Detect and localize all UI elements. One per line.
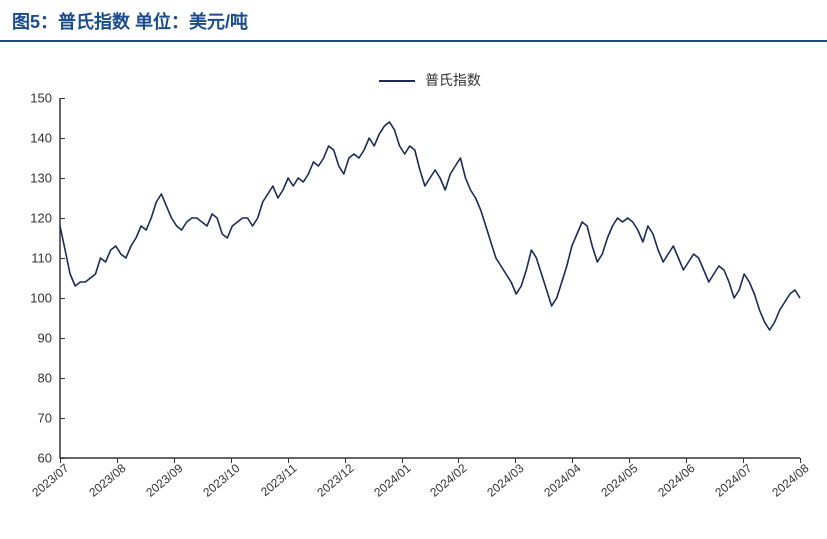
chart-title: 图5：普氏指数 单位：美元/吨: [12, 12, 248, 32]
x-tick-mark: [629, 458, 630, 463]
y-tick-mark: [60, 138, 65, 139]
y-tick-label: 80: [20, 371, 60, 386]
x-tick-mark: [174, 458, 175, 463]
legend: 普氏指数: [60, 70, 800, 90]
x-tick-label: 2024/01: [371, 461, 413, 500]
y-tick-label: 120: [20, 211, 60, 226]
x-tick-label: 2023/10: [200, 461, 242, 500]
x-tick-mark: [60, 458, 61, 463]
x-tick-label: 2023/09: [143, 461, 185, 500]
x-tick-label: 2023/12: [314, 461, 356, 500]
y-tick-mark: [60, 418, 65, 419]
x-tick-mark: [800, 458, 801, 463]
y-tick-mark: [60, 298, 65, 299]
y-tick-label: 90: [20, 331, 60, 346]
x-tick-label: 2024/05: [599, 461, 641, 500]
x-tick-mark: [345, 458, 346, 463]
x-tick-mark: [117, 458, 118, 463]
y-tick-label: 110: [20, 251, 60, 266]
y-tick-label: 130: [20, 171, 60, 186]
axes: [60, 98, 800, 458]
y-tick-label: 140: [20, 131, 60, 146]
x-tick-label: 2023/08: [86, 461, 128, 500]
legend-label: 普氏指数: [425, 72, 481, 88]
y-tick-label: 70: [20, 411, 60, 426]
y-tick-mark: [60, 98, 65, 99]
plot-area: 607080901001101201301401502023/072023/08…: [60, 98, 800, 458]
y-tick-label: 100: [20, 291, 60, 306]
x-tick-label: 2024/06: [655, 461, 697, 500]
y-tick-mark: [60, 178, 65, 179]
x-tick-mark: [231, 458, 232, 463]
x-tick-label: 2024/02: [428, 461, 470, 500]
y-tick-mark: [60, 258, 65, 259]
y-tick-mark: [60, 378, 65, 379]
x-tick-label: 2023/07: [29, 461, 71, 500]
legend-line-icon: [379, 80, 415, 82]
x-tick-mark: [572, 458, 573, 463]
x-tick-label: 2024/03: [485, 461, 527, 500]
x-tick-label: 2024/08: [769, 461, 811, 500]
line-series-svg: [60, 98, 800, 458]
x-tick-label: 2024/07: [712, 461, 754, 500]
y-tick-label: 150: [20, 91, 60, 106]
y-tick-mark: [60, 218, 65, 219]
chart-container: 普氏指数 607080901001101201301401502023/0720…: [60, 70, 800, 510]
series-line: [60, 122, 800, 330]
x-tick-label: 2023/11: [258, 461, 300, 499]
x-tick-label: 2024/04: [542, 461, 584, 500]
x-tick-mark: [288, 458, 289, 463]
x-tick-mark: [686, 458, 687, 463]
x-tick-mark: [743, 458, 744, 463]
x-tick-mark: [515, 458, 516, 463]
y-tick-label: 60: [20, 451, 60, 466]
chart-title-bar: 图5：普氏指数 单位：美元/吨: [0, 0, 827, 42]
y-tick-mark: [60, 338, 65, 339]
x-tick-mark: [402, 458, 403, 463]
x-tick-mark: [458, 458, 459, 463]
